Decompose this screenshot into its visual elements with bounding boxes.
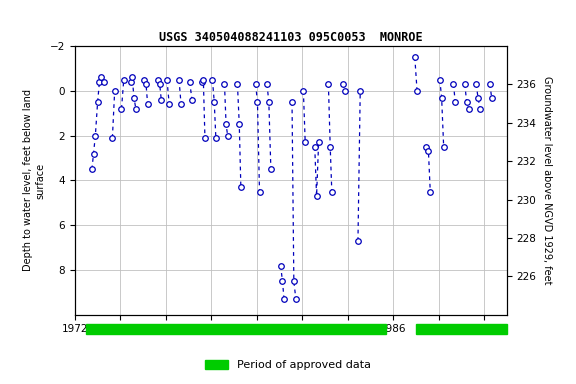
- Y-axis label: Groundwater level above NGVD 1929, feet: Groundwater level above NGVD 1929, feet: [542, 76, 552, 285]
- Title: USGS 340504088241103 095C0053  MONROE: USGS 340504088241103 095C0053 MONROE: [159, 30, 423, 43]
- Bar: [86, 324, 386, 334]
- Legend: Period of approved data: Period of approved data: [201, 356, 375, 375]
- Bar: [416, 324, 507, 334]
- Y-axis label: Depth to water level, feet below land
surface: Depth to water level, feet below land su…: [23, 89, 46, 271]
